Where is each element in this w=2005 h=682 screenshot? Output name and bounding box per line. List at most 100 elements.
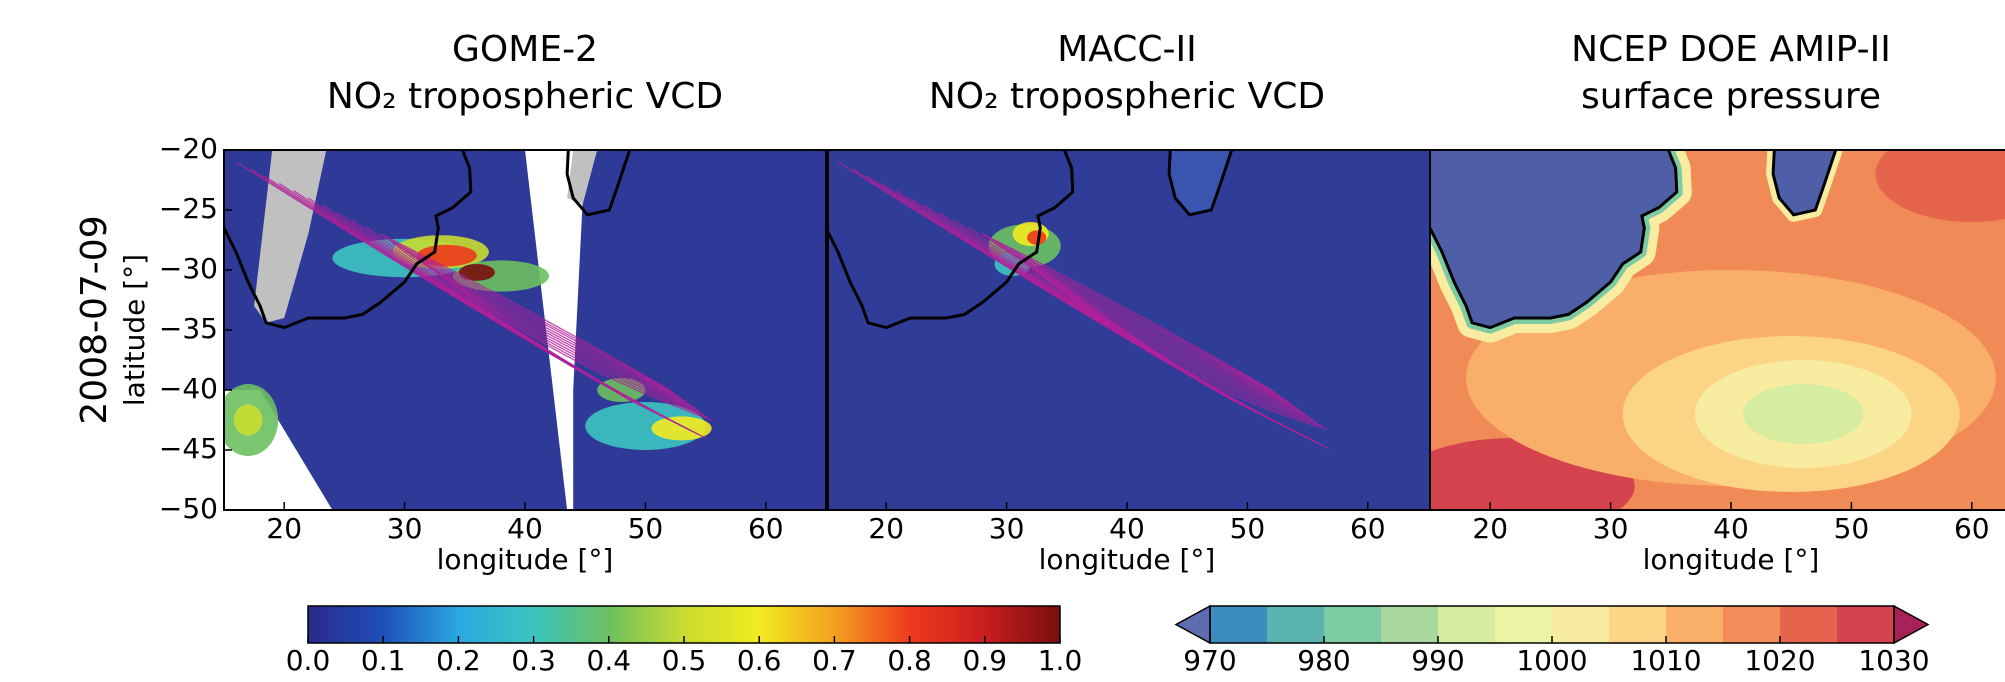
colorbar-tick-label: 0.9 bbox=[963, 644, 1008, 677]
colorbar-extend bbox=[1893, 604, 1930, 645]
panel-title: MACC-II bbox=[1057, 29, 1197, 70]
colorbar-tick-label: 990 bbox=[1411, 644, 1464, 677]
colorbar-tick-label: 0.6 bbox=[737, 644, 782, 677]
trajectory bbox=[434, 271, 708, 418]
coastline bbox=[826, 150, 1075, 330]
x-tick-label: 50 bbox=[1230, 512, 1266, 545]
coastline bbox=[1167, 150, 1234, 217]
colorbar-segment bbox=[1495, 606, 1553, 643]
no2-field bbox=[233, 404, 263, 436]
no2-field bbox=[1027, 230, 1047, 245]
x-tick-label: 40 bbox=[1109, 512, 1145, 545]
trajectory bbox=[392, 241, 679, 397]
colorbar-tick-label: 1000 bbox=[1516, 644, 1587, 677]
x-axis-label: longitude [°] bbox=[1039, 543, 1216, 576]
colorbar-tick-label: 0.7 bbox=[812, 644, 857, 677]
x-tick-label: 50 bbox=[1834, 512, 1870, 545]
trajectory bbox=[416, 258, 696, 409]
row-label: 2008-07-09 bbox=[74, 215, 115, 424]
x-tick-label: 60 bbox=[1954, 512, 1990, 545]
colorbar-segment bbox=[1438, 606, 1496, 643]
map-panel bbox=[1430, 150, 2005, 510]
coastline bbox=[1430, 150, 1679, 330]
x-tick-label: 40 bbox=[1713, 512, 1749, 545]
colorbar-segment bbox=[1267, 606, 1325, 643]
colorbar-tick-label: 970 bbox=[1183, 644, 1236, 677]
colorbar-segment bbox=[1609, 606, 1667, 643]
colorbar-tick-label: 0.4 bbox=[587, 644, 632, 677]
colorbar-segment bbox=[1723, 606, 1781, 643]
panel-subtitle: surface pressure bbox=[1581, 76, 1881, 117]
colorbar-tick-label: 1.0 bbox=[1038, 644, 1083, 677]
colorbar-segment bbox=[1210, 606, 1268, 643]
pressure-field bbox=[1875, 150, 2005, 222]
panel-title: NCEP DOE AMIP-II bbox=[1571, 29, 1891, 70]
y-axis-label: latitude [°] bbox=[118, 254, 151, 406]
trajectory bbox=[1025, 255, 1330, 450]
trajectory bbox=[428, 267, 704, 415]
x-tick-label: 50 bbox=[628, 512, 664, 545]
x-axis-label: longitude [°] bbox=[1643, 543, 1820, 576]
trajectory bbox=[380, 233, 706, 439]
x-axis-label: longitude [°] bbox=[437, 543, 614, 576]
panel-subtitle: NO₂ tropospheric VCD bbox=[929, 76, 1325, 117]
colorbar-segment bbox=[1666, 606, 1724, 643]
colorbar-segment bbox=[1381, 606, 1439, 643]
map-panel bbox=[224, 150, 826, 510]
no2-field bbox=[416, 244, 477, 267]
x-tick-label: 60 bbox=[748, 512, 784, 545]
trajectory bbox=[994, 241, 1281, 397]
trajectory bbox=[410, 254, 691, 406]
y-tick-label: −45 bbox=[159, 432, 218, 465]
colorbar-tick-label: 1010 bbox=[1630, 644, 1701, 677]
x-tick-label: 20 bbox=[266, 512, 302, 545]
y-tick-label: −30 bbox=[159, 252, 218, 285]
map-panel bbox=[826, 150, 1430, 510]
x-tick-label: 30 bbox=[1593, 512, 1629, 545]
land-field bbox=[1169, 150, 1232, 215]
colorbar-segment bbox=[1780, 606, 1838, 643]
colorbar-tick-label: 1020 bbox=[1744, 644, 1815, 677]
colorbar-tick-label: 0.1 bbox=[361, 644, 406, 677]
trajectory bbox=[380, 233, 670, 391]
trajectory bbox=[422, 262, 700, 412]
land-pressure bbox=[1773, 150, 1836, 215]
y-tick-label: −20 bbox=[159, 132, 218, 165]
colorbar-tick-label: 980 bbox=[1297, 644, 1350, 677]
x-tick-label: 30 bbox=[989, 512, 1025, 545]
trajectory bbox=[440, 275, 712, 421]
x-tick-label: 20 bbox=[868, 512, 904, 545]
x-tick-label: 20 bbox=[1472, 512, 1508, 545]
axes-frame bbox=[1429, 149, 2005, 511]
missing bbox=[254, 150, 327, 323]
y-tick-label: −40 bbox=[159, 372, 218, 405]
colorbar-tick-label: 0.3 bbox=[511, 644, 556, 677]
trajectory bbox=[398, 246, 683, 400]
panel-title: GOME-2 bbox=[452, 29, 598, 70]
colorbar-segment bbox=[1324, 606, 1382, 643]
colorbar-tick-label: 0.2 bbox=[436, 644, 481, 677]
trajectory bbox=[982, 233, 1272, 391]
colorbar-extend bbox=[1174, 604, 1211, 645]
missing bbox=[567, 150, 598, 204]
trajectory bbox=[1060, 288, 1327, 430]
colorbar-segment bbox=[1552, 606, 1610, 643]
coastline bbox=[1771, 150, 1838, 217]
swath bbox=[224, 150, 568, 510]
colorbar-segment bbox=[1837, 606, 1895, 643]
y-tick-label: −50 bbox=[159, 492, 218, 525]
coastline bbox=[224, 150, 473, 330]
trajectory bbox=[1000, 246, 1285, 400]
panel-subtitle: NO₂ tropospheric VCD bbox=[327, 76, 723, 117]
colorbar-tick-label: 1030 bbox=[1858, 644, 1929, 677]
x-tick-label: 60 bbox=[1350, 512, 1386, 545]
y-tick-label: −35 bbox=[159, 312, 218, 345]
x-tick-label: 40 bbox=[507, 512, 543, 545]
no2-field bbox=[458, 264, 495, 281]
pressure-field bbox=[1743, 384, 1864, 444]
trajectory bbox=[404, 250, 687, 403]
y-tick-label: −25 bbox=[159, 192, 218, 225]
land-pressure bbox=[1430, 150, 1677, 328]
